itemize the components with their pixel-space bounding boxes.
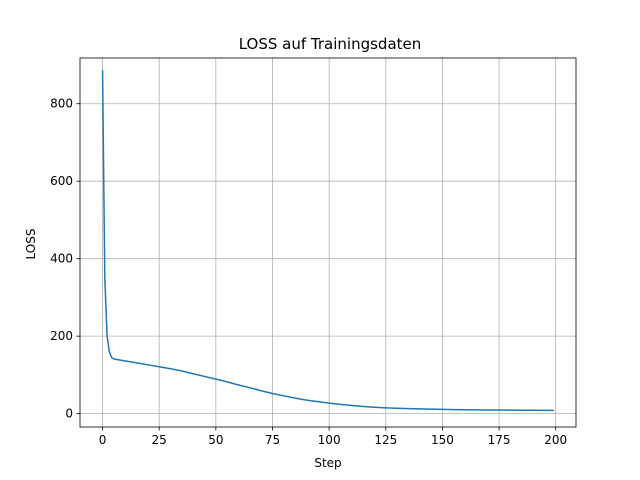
- x-tick-label: 100: [318, 433, 341, 447]
- x-axis-ticks: 0 25 50 75 100 125 150 175 200: [99, 427, 567, 447]
- chart-title: LOSS auf Trainingsdaten: [239, 35, 422, 53]
- y-axis-label: LOSS: [24, 229, 38, 260]
- x-tick-label: 200: [544, 433, 567, 447]
- x-tick-label: 150: [431, 433, 454, 447]
- x-tick-label: 75: [265, 433, 280, 447]
- x-axis-label: Step: [314, 456, 341, 470]
- series-layer: [101, 70, 555, 412]
- loss-series-line: [101, 70, 555, 412]
- y-tick-label: 200: [50, 329, 73, 343]
- y-tick-label: 600: [50, 174, 73, 188]
- y-axis-ticks: 0 200 400 600 800: [50, 97, 80, 421]
- y-tick-label: 0: [65, 407, 73, 421]
- y-tick-label: 400: [50, 252, 73, 266]
- x-tick-label: 125: [374, 433, 397, 447]
- y-tick-label: 800: [50, 97, 73, 111]
- grid-lines: [80, 58, 576, 427]
- x-tick-label: 0: [99, 433, 107, 447]
- x-tick-label: 175: [488, 433, 511, 447]
- x-tick-label: 25: [152, 433, 167, 447]
- plot-frame: [79, 57, 577, 428]
- x-tick-label: 50: [208, 433, 223, 447]
